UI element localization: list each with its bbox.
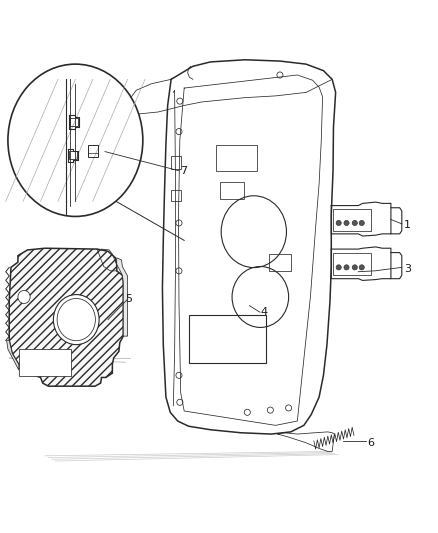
FancyBboxPatch shape — [19, 349, 71, 376]
Circle shape — [352, 265, 357, 270]
Circle shape — [359, 265, 364, 270]
Text: 1: 1 — [404, 220, 411, 230]
Ellipse shape — [53, 295, 99, 345]
Circle shape — [336, 220, 341, 225]
Circle shape — [344, 220, 349, 225]
Text: 3: 3 — [404, 264, 411, 273]
Circle shape — [352, 220, 357, 225]
Circle shape — [344, 265, 349, 270]
Ellipse shape — [18, 290, 30, 303]
Circle shape — [359, 220, 364, 225]
Polygon shape — [9, 248, 123, 386]
Ellipse shape — [8, 64, 143, 216]
Text: 4: 4 — [260, 307, 268, 317]
Polygon shape — [117, 258, 127, 336]
Text: 5: 5 — [125, 294, 132, 304]
Text: 7: 7 — [180, 166, 187, 176]
Circle shape — [336, 265, 341, 270]
Text: 6: 6 — [367, 438, 374, 448]
Polygon shape — [7, 341, 19, 370]
